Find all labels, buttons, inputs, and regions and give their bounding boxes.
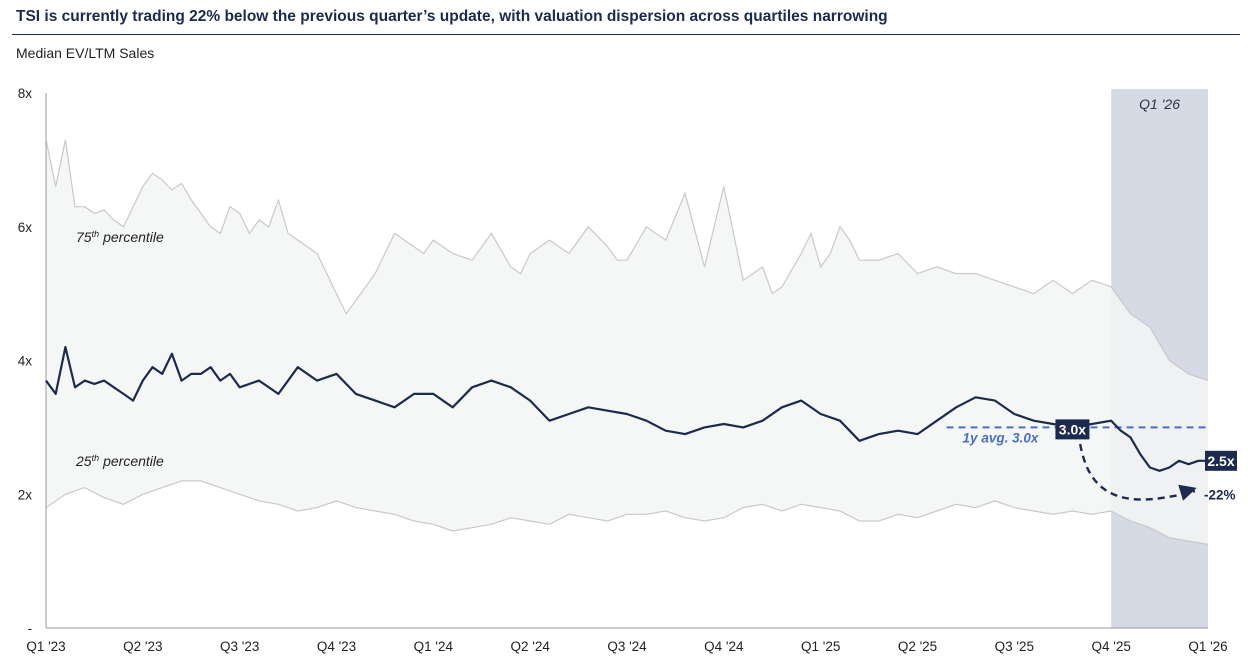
y-tick-label: 4x (18, 354, 33, 369)
change-arrow (1078, 443, 1197, 501)
x-tick-label: Q1 '23 (26, 639, 65, 654)
x-tick-label: Q4 '23 (317, 639, 356, 654)
upper-label-text: percentile (102, 229, 164, 245)
current-value-label: 2.5x (1207, 453, 1234, 469)
series-75th-percentile-line (45, 139, 1209, 382)
x-tick-labels: Q1 '23 Q2 '23 Q3 '23 Q4 '23 Q1 '24 Q2 '24 Q3 '… (26, 639, 1227, 654)
x-tick-label: Q3 '25 (995, 639, 1034, 654)
y-tick-labels: - 2x 4x 6x 8x (18, 86, 33, 636)
lower-band-label: 25th percentile (75, 453, 164, 469)
y-tick-label: 8x (18, 86, 33, 101)
current-value-badge: 2.5x (1205, 450, 1237, 471)
x-tick-label: Q2 '23 (123, 639, 162, 654)
series-25th-percentile-line (45, 480, 1209, 545)
x-tick-label: Q1 '24 (414, 639, 454, 654)
x-tick-label: Q4 '25 (1091, 639, 1130, 654)
y-tick-label: 6x (18, 220, 33, 235)
avg-label: 1y avg. 3.0x (963, 430, 1039, 445)
y-tick-label: 2x (18, 487, 33, 502)
title-rule (12, 34, 1240, 35)
x-tick-label: Q1 '26 (1188, 639, 1227, 654)
x-tick-label: Q4 '24 (704, 639, 744, 654)
x-tick-label: Q3 '24 (607, 639, 647, 654)
lower-label-base: 25 (75, 453, 92, 469)
prev-value-badge: 3.0x (1055, 419, 1090, 440)
chart-title: TSI is currently trading 22% below the p… (16, 8, 888, 25)
x-tick-label: Q2 '24 (510, 639, 550, 654)
shaded-quarter-label: Q1 '26 (1139, 96, 1180, 112)
y-tick-label: - (28, 621, 33, 636)
y-axis-label: Median EV/LTM Sales (16, 45, 155, 61)
upper-band-label: 75th percentile (76, 229, 164, 245)
change-label: -22% (1204, 487, 1236, 502)
x-tick-label: Q2 '25 (898, 639, 937, 654)
lower-label-suffix: th (92, 453, 100, 463)
prev-value-label: 3.0x (1059, 421, 1086, 437)
upper-label-base: 75 (76, 229, 92, 245)
interquartile-band (46, 139, 1208, 545)
upper-label-suffix: th (92, 229, 100, 239)
x-tick-label: Q3 '23 (220, 639, 259, 654)
x-tick-label: Q1 '25 (801, 639, 840, 654)
lower-label-text: percentile (102, 453, 164, 469)
